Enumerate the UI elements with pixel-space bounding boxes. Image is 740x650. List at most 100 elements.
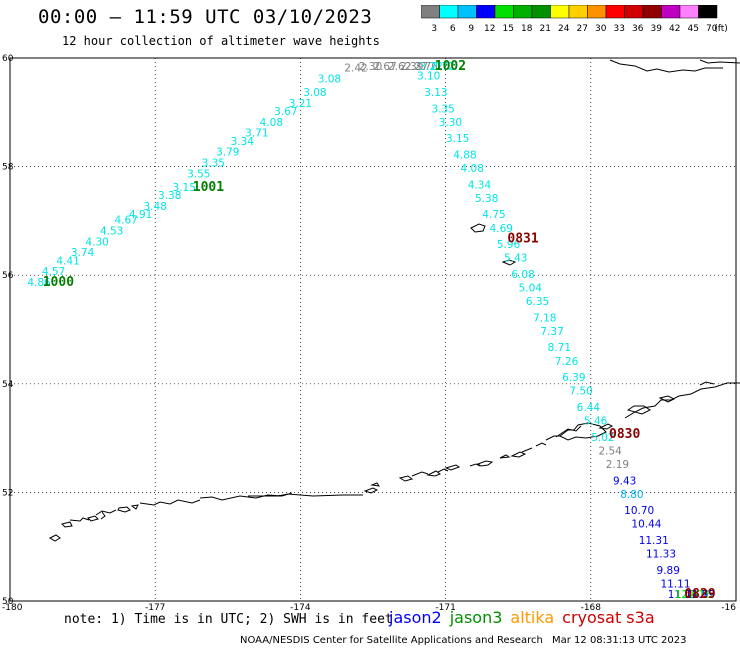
lon-tick-label: -16 (721, 603, 736, 613)
swh-value: 11.03 (668, 589, 698, 601)
scale-label: 6 (450, 24, 456, 34)
swh-value: 3.15 (446, 133, 469, 145)
scale-label: 18 (521, 24, 533, 34)
page-title: 00:00 – 11:59 UTC 03/10/2023 (38, 6, 373, 28)
swh-value: 4.86 (27, 277, 51, 289)
swh-value: 3.79 (216, 147, 239, 159)
swh-value: 2.54 (598, 445, 622, 457)
scale-label: 3 (431, 24, 437, 34)
swh-value: 9.89 (657, 565, 680, 577)
lat-tick-label: 54 (2, 380, 14, 390)
track-time-label: 1000 (43, 275, 74, 290)
swh-value: 12.01 (675, 589, 705, 601)
swh-value: 2.42 (344, 63, 367, 75)
swh-value: 10.44 (631, 519, 661, 531)
swh-value: 3.55 (187, 168, 210, 180)
swh-value: 4.88 (453, 149, 476, 161)
coastline-alaska-northeast (609, 59, 740, 73)
map-grid (9, 57, 737, 602)
scale-swatch (698, 5, 718, 19)
swh-value: 3.15 (173, 182, 196, 194)
scale-label: 30 (595, 24, 607, 34)
swh-value: 2.72 (431, 61, 454, 73)
swh-value: 2.30 (359, 61, 382, 73)
coastline-alaska-peninsula (624, 381, 740, 419)
swh-value: 8.71 (548, 342, 571, 354)
swh-value: 4.57 (42, 266, 65, 278)
scale-label: 21 (540, 24, 551, 34)
swh-value: 3.48 (144, 201, 167, 213)
swh-value: 7.37 (540, 326, 563, 338)
swh-value: 4.67 (114, 215, 137, 227)
swh-value: 3.35 (431, 103, 454, 115)
scale-label: 33 (614, 24, 625, 34)
swh-value: 5.04 (519, 282, 543, 294)
track-time-labels: 1000 1001 1002 0831 0830 0829 (43, 59, 716, 602)
swh-value: 2.62 (388, 61, 411, 73)
swh-value: 2.67 (373, 61, 396, 73)
swh-value: 3.34 (231, 136, 255, 148)
swh-value: 3.71 (245, 128, 268, 140)
swh-value: 11.75 (685, 589, 715, 601)
color-scale: 3 6 9 12 15 18 21 24 27 30 33 36 39 42 45 70(ft) (421, 5, 728, 34)
swh-value: 9.43 (613, 475, 636, 487)
swh-value: 5.46 (584, 416, 608, 428)
track-time-label: 1002 (435, 59, 466, 74)
lat-tick-label: 58 (2, 163, 14, 173)
axis-labels: -180 -177 -174 -171 -168 -16 50 52 54 56 58 60 (2, 54, 736, 613)
coastline (48, 59, 740, 542)
scale-label: 15 (503, 24, 514, 34)
swh-value: 11.11 (660, 578, 690, 590)
swh-value: 5.02 (591, 432, 614, 444)
swh-value: 6.39 (562, 372, 585, 384)
track-time-label: 0831 (507, 232, 538, 247)
scale-label: 36 (632, 24, 644, 34)
swh-value: 4.91 (129, 209, 152, 221)
swh-value: 3.21 (289, 98, 312, 110)
swh-value: 3.38 (158, 190, 181, 202)
swh-value: 6.35 (526, 296, 549, 308)
scale-label: 39 (651, 24, 663, 34)
swh-value: 5.43 (504, 253, 527, 265)
lon-tick-label: -177 (145, 603, 165, 613)
track-time-label: 1001 (193, 180, 224, 195)
swh-value: 4.41 (56, 255, 79, 267)
swh-value: 3.74 (71, 247, 95, 259)
swh-value: 4.34 (468, 179, 492, 191)
map-frame (9, 57, 737, 602)
track-time-label: 0829 (684, 587, 715, 602)
footer-note: note: 1) Time is in UTC; 2) SWH is in fe… (64, 612, 393, 627)
scale-label: 27 (577, 24, 588, 34)
legend-satellite: altika (510, 608, 555, 627)
lat-tick-label: 52 (2, 488, 13, 498)
swh-value: 7.18 (533, 312, 556, 324)
swh-value: 12.16 (682, 589, 712, 601)
footer-credit: NOAA/NESDIS Center for Satellite Applica… (240, 635, 543, 646)
scale-label: 42 (669, 24, 680, 34)
coastline-pribilof (470, 223, 517, 266)
scale-label: 9 (468, 24, 474, 34)
scale-label: 70 (706, 24, 718, 34)
swh-value: 3.30 (439, 117, 462, 129)
swh-value: 8.80 (620, 489, 643, 501)
satellite-legend: jason2 jason3 altika cryosat s3a (389, 608, 663, 627)
scale-label: 45 (688, 24, 699, 34)
swh-value: 6.44 (577, 402, 601, 414)
swh-value: 5.38 (475, 193, 498, 205)
legend-satellite: jason2 (389, 608, 442, 627)
swh-value: 3.08 (303, 87, 326, 99)
swh-value: 3.35 (202, 158, 225, 170)
scale-label: 12 (484, 24, 495, 34)
lat-tick-label: 56 (2, 271, 14, 281)
swh-value: 6.08 (511, 269, 534, 281)
swh-value: 4.75 (482, 209, 505, 221)
lat-tick-label: 60 (2, 54, 14, 64)
track-time-label: 0830 (609, 427, 640, 442)
lat-tick-label: 50 (2, 597, 14, 607)
swh-value: 3.08 (318, 73, 341, 85)
swh-value: 2.39 (400, 61, 423, 73)
swh-value: 11.31 (639, 535, 669, 547)
legend-satellite: cryosat s3a (562, 608, 655, 627)
scale-label: 24 (558, 24, 570, 34)
